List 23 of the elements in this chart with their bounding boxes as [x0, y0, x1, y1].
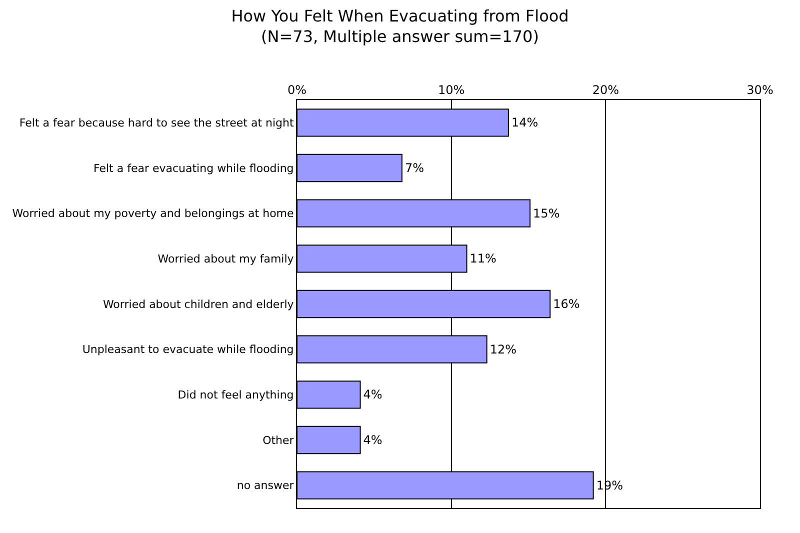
y-tick-label: Worried about my poverty and belongings at home	[12, 207, 294, 220]
y-tick-label: Worried about my family	[158, 252, 294, 266]
data-label: 7%	[404, 161, 424, 175]
data-label: 11%	[470, 252, 496, 266]
data-label: 4%	[363, 433, 382, 447]
y-tick-label: Felt a fear because hard to see the street at night	[19, 116, 294, 130]
y-tick-label: no answer	[236, 479, 294, 492]
y-tick-label: Other	[262, 434, 294, 447]
y-tick-label: Unpleasant to evacuate while flooding	[82, 343, 294, 356]
x-tick-label: 30%	[746, 83, 774, 98]
x-tick-label: 20%	[592, 83, 620, 98]
y-tick-label: Worried about children and elderly	[102, 298, 294, 311]
data-label: 14%	[511, 116, 538, 130]
x-tick-label: 10%	[438, 83, 465, 98]
data-label: 15%	[533, 206, 560, 220]
y-tick-label: Did not feel anything	[178, 388, 294, 402]
x-tick-label: 0%	[287, 83, 307, 98]
chart-title: How You Felt When Evacuating from Flood	[231, 6, 569, 26]
data-label: 16%	[553, 297, 580, 311]
data-label: 12%	[490, 342, 516, 356]
data-label: 4%	[363, 388, 382, 402]
chart-subtitle: (N=73, Multiple answer sum=170)	[261, 27, 539, 46]
y-tick-label: Felt a fear evacuating while flooding	[93, 162, 294, 175]
